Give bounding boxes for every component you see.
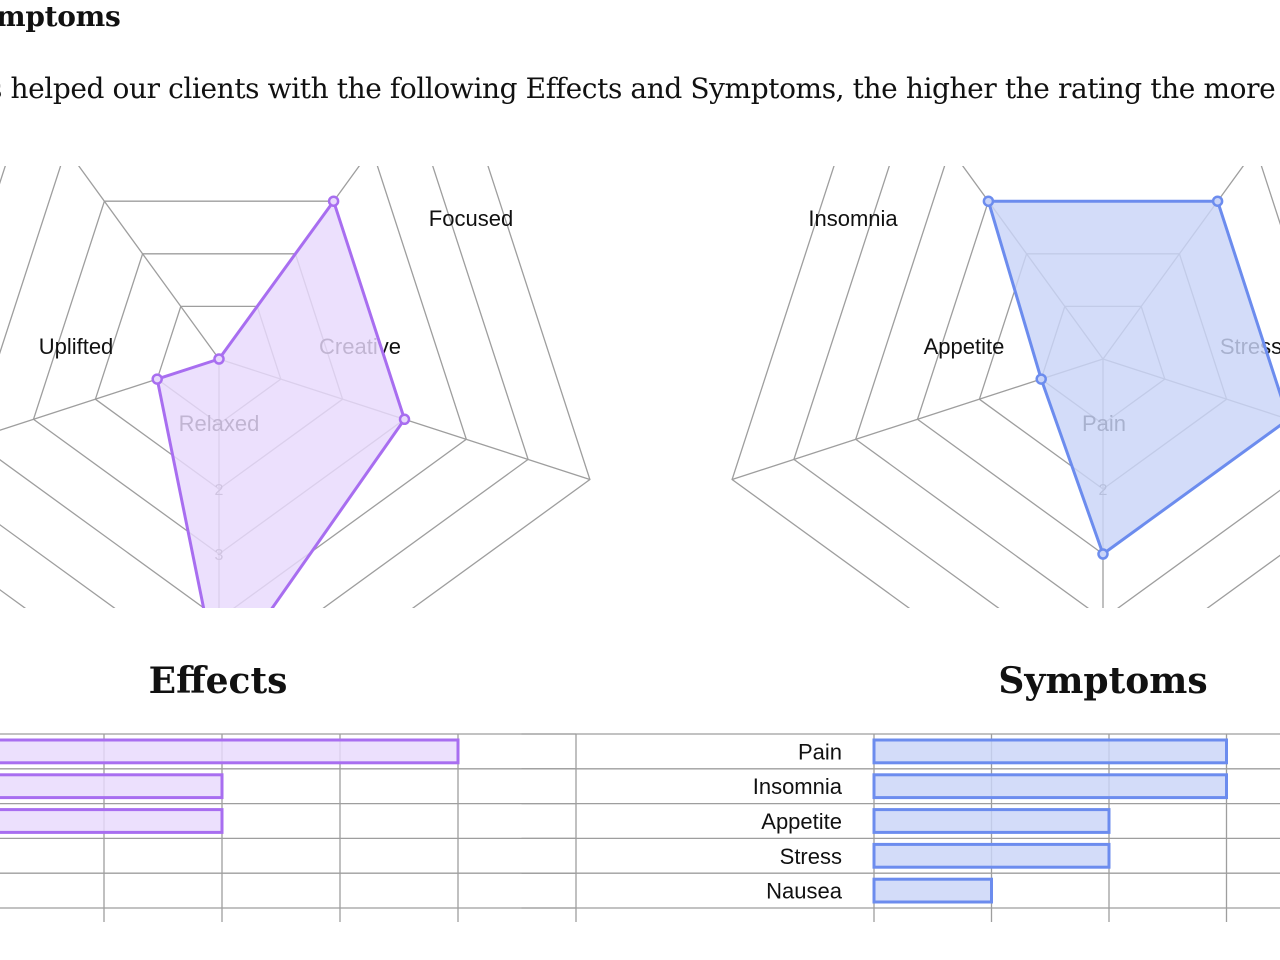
radar-grid-ring xyxy=(0,166,529,608)
radar-point-creative xyxy=(151,373,163,385)
bar-uplifted xyxy=(0,808,224,834)
effects-bar-chart xyxy=(0,733,577,922)
bar-stress xyxy=(872,842,1111,869)
radar-grid-ring xyxy=(793,166,1280,608)
radar-point-stress xyxy=(1035,373,1047,385)
bar-nausea xyxy=(872,877,993,904)
bar-appetite xyxy=(872,808,1111,834)
radar-point-focused xyxy=(213,353,225,365)
bar-relaxed xyxy=(0,738,460,765)
radar-data-area xyxy=(986,199,1280,556)
radar-axis-label-appetite: Appetite xyxy=(924,334,1005,359)
bar-label-pain: Pain xyxy=(798,739,842,764)
radar-axis-label-uplifted: Uplifted xyxy=(39,334,114,359)
radar-grid-ring xyxy=(854,166,1280,608)
effects-radar-chart: RelaxedCreativeFocusedUplifted23 xyxy=(0,166,591,608)
radar-axis-label-focused: Focused xyxy=(429,206,513,231)
radar-point-happy xyxy=(327,195,340,207)
radar-grid-ring xyxy=(0,166,591,608)
radar-grid-ring xyxy=(0,166,468,608)
radar-point-uplifted xyxy=(398,413,411,426)
effects-chart-title: Effects xyxy=(148,660,288,702)
symptoms-radar-chart: PainStressInsomniaAppetite2 xyxy=(731,166,1280,608)
symptoms-bar-chart: Pain Insomnia Appetite Stress Nausea xyxy=(521,733,1280,922)
radar-spoke xyxy=(77,166,220,360)
bar-happy xyxy=(0,773,224,800)
radar-point-pain xyxy=(1097,548,1109,560)
section-heading: mptoms xyxy=(0,0,121,33)
bar-label-appetite: Appetite xyxy=(761,809,842,834)
radar-axis-label-insomnia: Insomnia xyxy=(808,206,898,231)
bar-label-stress: Stress xyxy=(780,844,842,869)
radar-point-nausea xyxy=(982,195,995,207)
radar-data-area xyxy=(155,199,406,608)
symptoms-chart-title: Symptoms xyxy=(998,660,1208,702)
bar-insomnia xyxy=(872,773,1228,800)
intro-text: s helped our clients with the following … xyxy=(0,72,1280,105)
bar-pain xyxy=(872,738,1228,765)
radar-point-insomnia xyxy=(1211,195,1224,207)
radar-grid-ring xyxy=(731,166,911,608)
bar-label-insomnia: Insomnia xyxy=(753,774,843,799)
bar-label-nausea: Nausea xyxy=(766,879,843,904)
